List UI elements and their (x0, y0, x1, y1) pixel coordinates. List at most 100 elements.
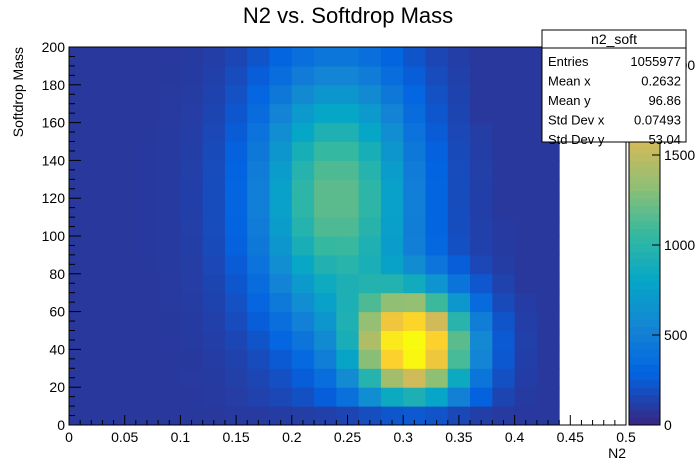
heatmap-cell (492, 349, 516, 369)
heatmap-cell (514, 47, 538, 67)
heatmap-cell (447, 198, 471, 218)
heatmap-cell (91, 368, 115, 388)
z-tick-label: 1000 (664, 237, 695, 253)
heatmap-cell (514, 254, 538, 275)
heatmap-cell (470, 198, 493, 218)
heatmap-cell (269, 330, 293, 350)
x-axis: 0 0.05 0.1 0.15 0.2 0.25 0.3 0.35 0.4 0.45 0.5 (65, 415, 636, 445)
heatmap-cell (380, 65, 404, 86)
color-scale-step (629, 296, 660, 305)
heatmap-cell (536, 292, 560, 313)
heatmap-cell (425, 349, 449, 369)
heatmap-cell (247, 47, 271, 67)
stat-value: 0.07493 (634, 113, 681, 128)
heatmap-cell (247, 292, 271, 313)
heatmap-cell (470, 292, 493, 313)
heatmap-cell (470, 179, 493, 199)
color-scale-step (629, 349, 660, 358)
heatmap-cell (336, 103, 360, 124)
color-scale-step (629, 183, 660, 192)
color-scale-step (629, 372, 660, 381)
heatmap-cell (536, 236, 560, 256)
heatmap-cell (514, 65, 538, 86)
heatmap-cell (470, 65, 493, 86)
heatmap-cell (202, 141, 226, 161)
heatmap-cell (403, 84, 426, 105)
heatmap-cell (514, 179, 538, 199)
stat-value: 1055977 (630, 54, 681, 69)
heatmap-cell (403, 47, 426, 67)
heatmap-cell (447, 273, 471, 294)
heatmap-cell (336, 141, 360, 161)
heatmap-cell (247, 65, 271, 86)
heatmap-cell (224, 292, 248, 313)
color-scale-step (629, 251, 660, 260)
color-scale-step (629, 417, 660, 426)
heatmap-cell (492, 311, 516, 331)
heatmap-cell (291, 160, 315, 180)
heatmap-cell (403, 122, 426, 142)
heatmap-cell (135, 273, 159, 294)
heatmap-cell (180, 387, 204, 407)
heatmap-cell (113, 122, 137, 142)
heatmap-cell (91, 406, 115, 426)
heatmap-cell (91, 387, 115, 407)
heatmap-cell (447, 47, 471, 67)
heatmap-cell (158, 292, 181, 313)
heatmap-cell (291, 122, 315, 142)
heatmap-cell (69, 368, 92, 388)
heatmap-cell (447, 292, 471, 313)
heatmap-cell (470, 387, 493, 407)
heatmap-cell (403, 368, 426, 388)
heatmap-cell (403, 330, 426, 350)
heatmap-cell (135, 217, 159, 237)
heatmap-cell (202, 292, 226, 313)
x-axis-label: N2 (608, 445, 626, 461)
heatmap-cell (447, 368, 471, 388)
heatmap-cell (380, 406, 404, 426)
heatmap-cell (470, 330, 493, 350)
heatmap-cell (135, 387, 159, 407)
x-tick-label: 0.4 (505, 429, 525, 445)
heatmap-cell (158, 84, 181, 105)
heatmap-cell (269, 254, 293, 275)
heatmap-cell (470, 141, 493, 161)
x-tick-label: 0.35 (445, 429, 472, 445)
color-scale-step (629, 175, 660, 184)
heatmap-cell (291, 179, 315, 199)
stats-box: n2_soft Entries 1055977 Mean x 0.2632 Mean y… (541, 29, 687, 147)
heatmap-cell (291, 273, 315, 294)
heatmap-cell (447, 330, 471, 350)
y-axis: 0 20 40 60 80 100 120 140 160 180 200 (42, 39, 81, 433)
heatmap-cell (536, 273, 560, 294)
heatmap-cell (447, 160, 471, 180)
color-scale-step (629, 273, 660, 282)
heatmap-cell (91, 160, 115, 180)
heatmap-cell (69, 311, 92, 331)
heatmap-cell (425, 292, 449, 313)
heatmap-cell (425, 103, 449, 124)
heatmap-cell (514, 103, 538, 124)
heatmap-cell (492, 236, 516, 256)
color-scale-step (629, 356, 660, 366)
y-tick-label: 0 (57, 417, 65, 433)
heatmap-cell (470, 160, 493, 180)
heatmap-cell (202, 387, 226, 407)
heatmap-cell (202, 273, 226, 294)
heatmap-cell (224, 368, 248, 388)
heatmap-cell (247, 122, 271, 142)
heatmap-cell (425, 122, 449, 142)
heatmap-cell (113, 292, 137, 313)
heatmap-cell (514, 236, 538, 256)
heatmap-cell (180, 65, 204, 86)
heatmap-cell (91, 311, 115, 331)
heatmap-cell (425, 198, 449, 218)
heatmap-cell (180, 368, 204, 388)
heatmap-cell (380, 349, 404, 369)
color-scale-step (629, 228, 660, 237)
y-tick-label: 60 (49, 304, 65, 320)
heatmap-cell (224, 311, 248, 331)
heatmap-cell (358, 141, 382, 161)
heatmap-cell (336, 387, 360, 407)
